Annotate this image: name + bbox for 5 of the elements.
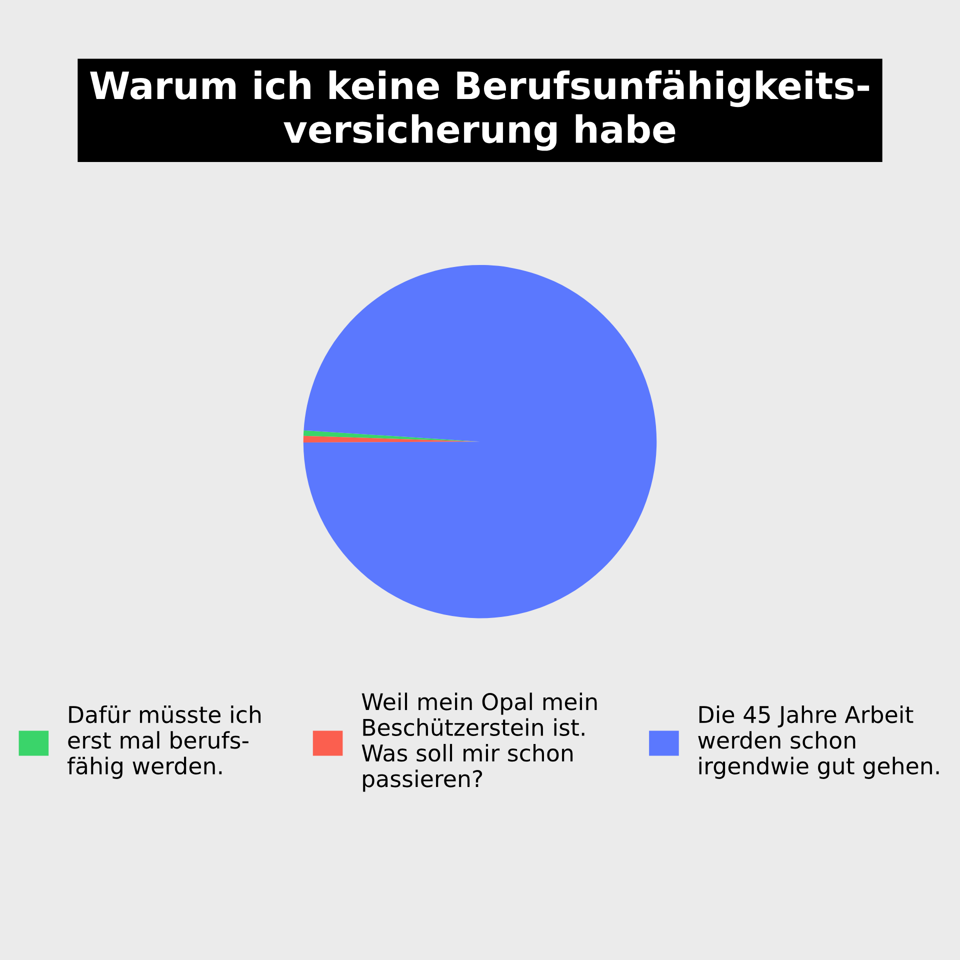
- chart-title: Warum ich keine Berufsunfähigkeits- versicherung habe: [90, 70, 870, 151]
- legend-label: Die 45 Jahre Arbeit werden schon irgendwie gut gehen.: [698, 705, 939, 779]
- legend-label: Weil mein Opal mein Beschützerstein ist. Was soll mir schon passieren?: [362, 692, 597, 792]
- legend-label: Dafür müsste ich erst mal berufs- fähig werden.: [67, 705, 261, 779]
- pie-slice: [303, 264, 657, 618]
